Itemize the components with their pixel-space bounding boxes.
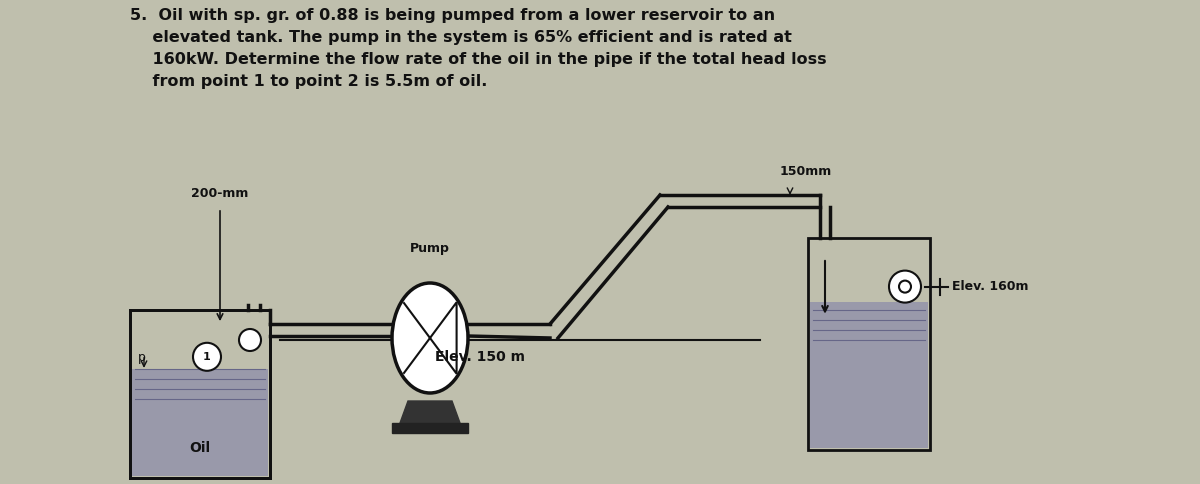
Text: 2: 2 — [901, 282, 908, 291]
Bar — [130, 310, 270, 478]
Circle shape — [889, 271, 922, 302]
Text: p: p — [138, 351, 146, 364]
Text: 1: 1 — [203, 352, 211, 362]
Text: 150mm: 150mm — [780, 165, 833, 178]
Polygon shape — [400, 401, 460, 423]
Polygon shape — [392, 423, 468, 433]
Text: Elev. 160m: Elev. 160m — [952, 280, 1028, 293]
Text: Elev. 150 m: Elev. 150 m — [436, 350, 526, 364]
Text: elevated tank. The pump in the system is 65% efficient and is rated at: elevated tank. The pump in the system is… — [130, 30, 792, 45]
Text: 200-mm: 200-mm — [191, 187, 248, 200]
Circle shape — [239, 329, 262, 351]
Circle shape — [899, 281, 911, 293]
Text: from point 1 to point 2 is 5.5m of oil.: from point 1 to point 2 is 5.5m of oil. — [130, 74, 487, 89]
Text: 5.  Oil with sp. gr. of 0.88 is being pumped from a lower reservoir to an: 5. Oil with sp. gr. of 0.88 is being pum… — [130, 8, 775, 23]
Text: Oil: Oil — [190, 441, 210, 455]
Bar — [808, 238, 930, 450]
Text: 160kW. Determine the flow rate of the oil in the pipe if the total head loss: 160kW. Determine the flow rate of the oi… — [130, 52, 827, 67]
Bar — [132, 369, 268, 476]
Circle shape — [193, 343, 221, 371]
Ellipse shape — [392, 283, 468, 393]
Bar — [810, 302, 928, 448]
Text: Pump: Pump — [410, 242, 450, 255]
